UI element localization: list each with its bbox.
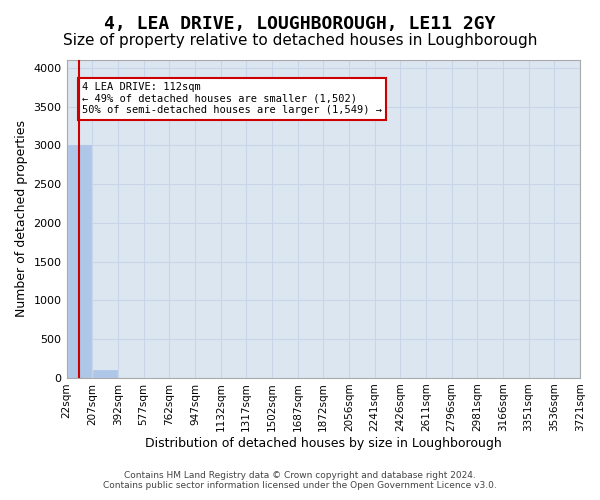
Text: Size of property relative to detached houses in Loughborough: Size of property relative to detached ho… <box>63 32 537 48</box>
Y-axis label: Number of detached properties: Number of detached properties <box>15 120 28 318</box>
Text: Contains HM Land Registry data © Crown copyright and database right 2024.
Contai: Contains HM Land Registry data © Crown c… <box>103 470 497 490</box>
Bar <box>94 370 116 378</box>
Text: 4, LEA DRIVE, LOUGHBOROUGH, LE11 2GY: 4, LEA DRIVE, LOUGHBOROUGH, LE11 2GY <box>104 15 496 33</box>
Bar <box>68 146 91 378</box>
X-axis label: Distribution of detached houses by size in Loughborough: Distribution of detached houses by size … <box>145 437 502 450</box>
Text: 4 LEA DRIVE: 112sqm
← 49% of detached houses are smaller (1,502)
50% of semi-det: 4 LEA DRIVE: 112sqm ← 49% of detached ho… <box>82 82 382 116</box>
